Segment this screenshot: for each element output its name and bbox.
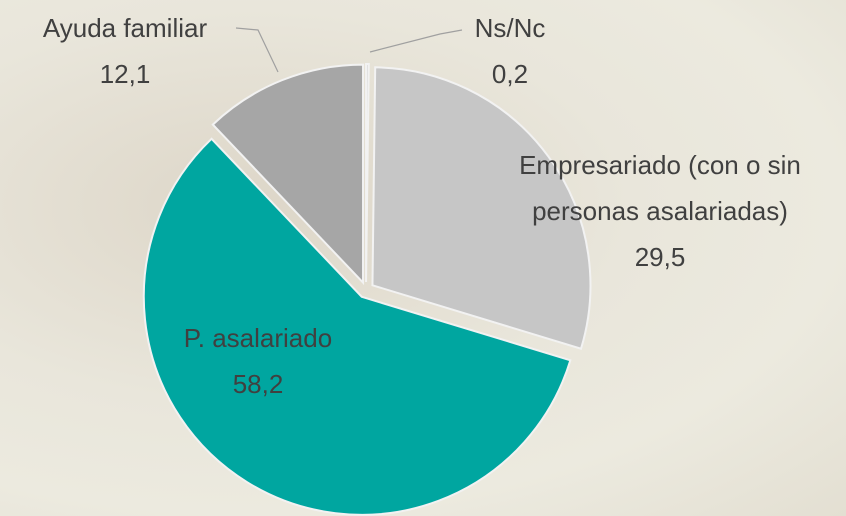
category-label: Empresariado (con o sin personas asalari… — [519, 150, 801, 226]
category-label: Ns/Nc — [474, 13, 546, 43]
data-label: Ns/Nc 0,2 — [440, 5, 580, 97]
value-label: 58,2 — [232, 369, 284, 399]
data-label: P. asalariado 58,2 — [128, 315, 388, 407]
pie-slice — [365, 63, 370, 283]
value-label: 12,1 — [99, 59, 151, 89]
value-label: 0,2 — [491, 59, 529, 89]
value-label: 29,5 — [634, 242, 686, 272]
category-label: P. asalariado — [183, 323, 333, 353]
leader-line — [235, 27, 279, 73]
pie-slice — [371, 66, 592, 350]
category-label: Ayuda familiar — [42, 13, 208, 43]
data-label: Empresariado (con o sin personas asalari… — [480, 142, 840, 280]
data-label: Ayuda familiar 12,1 — [5, 5, 245, 97]
pie-slice — [142, 137, 572, 516]
pie-slice — [211, 63, 365, 286]
leader-line — [369, 29, 463, 53]
